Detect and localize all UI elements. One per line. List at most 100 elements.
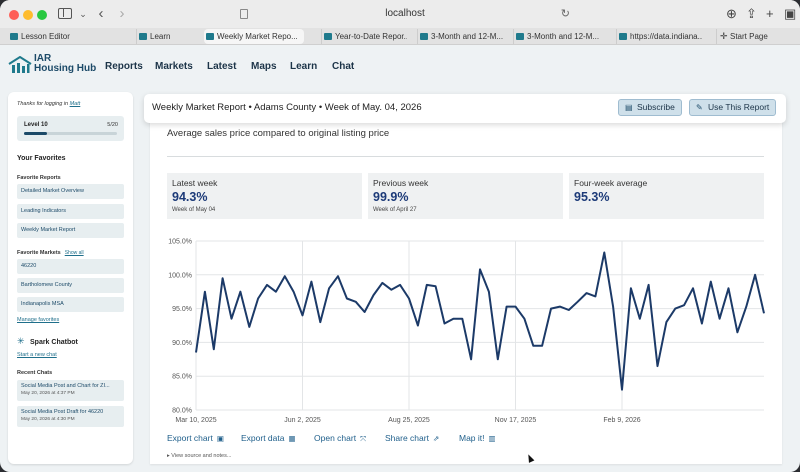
nav-chat[interactable]: Chat — [332, 61, 355, 72]
address-bar[interactable]: localhost ↻ — [240, 5, 570, 23]
view-source-label: View source and notes... — [171, 453, 232, 459]
new-tab-icon[interactable]: + — [766, 6, 774, 21]
manage-favorites-link[interactable]: Manage favorites — [17, 317, 60, 323]
chat-date: May 20, 2026 at 4:30 PM — [21, 417, 75, 422]
table-icon: ▦ — [288, 434, 296, 443]
stat-card-previous: Previous week 99.9% Week of April 27 — [368, 173, 563, 219]
start-page-icon: ✛ — [720, 31, 728, 41]
report-header-bar: Weekly Market Report • Adams County • We… — [144, 94, 786, 123]
minimize-window-button[interactable] — [23, 10, 33, 20]
subscribe-label: Subscribe — [637, 102, 675, 112]
sidebar-toggle-icon[interactable] — [55, 5, 77, 23]
stat-card-latest: Latest week 94.3% Week of May 04 — [167, 173, 362, 219]
y-tick-label: 90.0% — [172, 340, 192, 347]
map-it-button[interactable]: Map it! ▥ — [459, 433, 496, 443]
chatbot-heading: Spark Chatbot — [30, 339, 78, 346]
share-chart-button[interactable]: Share chart ⇗ — [385, 433, 439, 443]
share-icon[interactable]: ⇪ — [746, 6, 757, 21]
tab-start-page[interactable]: ✛ Start Page — [716, 29, 796, 44]
back-button[interactable]: ‹ — [98, 5, 104, 22]
stat-label: Latest week — [172, 178, 218, 188]
favorite-report-item[interactable]: Detailed Market Overview — [17, 184, 124, 199]
stat-label: Previous week — [373, 178, 429, 188]
open-chart-button[interactable]: Open chart ⤧ — [314, 433, 366, 444]
share-chart-label: Share chart — [385, 433, 429, 443]
tab-lesson-editor[interactable]: Lesson Editor — [8, 29, 126, 44]
nav-markets[interactable]: Markets — [155, 61, 193, 72]
logo-text[interactable]: IAR Housing Hub — [34, 54, 96, 74]
downloads-icon[interactable]: ⊕ — [726, 6, 737, 21]
tab-label: 3-Month and 12-M... — [527, 32, 599, 41]
nav-reports[interactable]: Reports — [105, 61, 143, 72]
house-logo-icon[interactable] — [8, 56, 32, 74]
map-icon: ▥ — [488, 434, 496, 443]
stat-value: 99.9% — [373, 190, 409, 204]
level-label: Level 10 — [24, 122, 48, 128]
chart-subtitle: Average sales price compared to original… — [167, 128, 390, 139]
favorite-market-item[interactable]: Bartholomew County — [17, 278, 124, 293]
view-source-toggle[interactable]: ▸ View source and notes... — [167, 453, 232, 459]
divider — [167, 156, 764, 157]
tab-strip: Lesson Editor Learn Weekly Market Repo..… — [0, 28, 800, 45]
y-tick-label: 95.0% — [172, 306, 192, 313]
nav-learn[interactable]: Learn — [290, 61, 318, 72]
user-link[interactable]: Matt — [69, 101, 81, 107]
subscribe-button[interactable]: ▤ Subscribe — [618, 99, 682, 116]
tab-label: Learn — [150, 32, 171, 41]
tab-learn[interactable]: Learn — [136, 29, 200, 44]
stat-card-average: Four-week average 95.3% — [569, 173, 764, 219]
x-tick-label: Jun 2, 2025 — [284, 417, 321, 424]
series-line — [195, 251, 765, 391]
export-chart-label: Export chart — [167, 433, 213, 443]
nav-maps[interactable]: Maps — [251, 61, 277, 72]
nav-latest[interactable]: Latest — [207, 61, 237, 72]
line-chart[interactable]: 80.0% 85.0% 90.0% 95.0% 100.0% 105.0% Mar 10, … — [164, 235, 784, 427]
zoom-window-button[interactable] — [37, 10, 47, 20]
favorite-report-item[interactable]: Weekly Market Report — [17, 223, 124, 238]
tab-favicon-icon — [516, 33, 524, 40]
forward-button[interactable]: › — [119, 5, 125, 22]
show-all-link[interactable]: Show all — [64, 250, 84, 256]
tab-year-to-date[interactable]: Year-to-Date Repor... — [321, 29, 407, 44]
tab-favicon-icon — [420, 33, 428, 40]
report-panel: Average sales price compared to original… — [150, 120, 782, 464]
export-chart-button[interactable]: Export chart ▣ — [167, 433, 224, 443]
tab-label: Weekly Market Repo... — [217, 32, 298, 41]
level-count: 5/20 — [107, 122, 118, 128]
recent-chat-item[interactable]: Social Media Post Draft for 46220 May 20… — [17, 406, 124, 427]
welcome-message: Thanks for logging in Matt — [17, 101, 80, 107]
y-tick-label: 80.0% — [172, 408, 192, 415]
new-chat-link[interactable]: Start a new chat — [17, 352, 57, 358]
stat-value: 95.3% — [574, 190, 610, 204]
tab-3-month-a[interactable]: 3-Month and 12-M... — [417, 29, 503, 44]
tab-data-indiana[interactable]: https://data.indiana... — [616, 29, 702, 44]
y-tick-label: 105.0% — [168, 239, 192, 246]
chat-date: May 20, 2026 at 4:37 PM — [21, 391, 75, 396]
use-this-report-button[interactable]: ✎ Use This Report — [689, 99, 777, 116]
reload-icon[interactable]: ↻ — [560, 8, 570, 20]
tab-favicon-icon — [324, 33, 332, 40]
favorite-reports-heading: Favorite Reports — [17, 175, 61, 181]
recent-chat-item[interactable]: Social Media Post and Chart for ZI... Ma… — [17, 380, 124, 401]
tab-3-month-b[interactable]: 3-Month and 12-M... — [513, 29, 599, 44]
tab-favicon-icon — [206, 33, 214, 40]
tab-weekly-market-report[interactable]: Weekly Market Repo... — [204, 29, 304, 44]
favorites-heading: Your Favorites — [17, 155, 66, 162]
favorite-market-item[interactable]: 46220 — [17, 259, 124, 274]
close-window-button[interactable] — [9, 10, 19, 20]
stat-subtext: Week of May 04 — [172, 207, 216, 213]
tab-overview-icon[interactable]: ▣ — [784, 6, 797, 21]
logo-line2: Housing Hub — [34, 63, 97, 74]
chevron-down-icon[interactable]: ⌄ — [79, 9, 87, 19]
favorite-markets-heading: Favorite Markets Show all — [17, 250, 84, 256]
stat-value: 94.3% — [172, 190, 208, 204]
favorite-market-item[interactable]: Indianapolis MSA — [17, 297, 124, 312]
export-data-button[interactable]: Export data ▦ — [241, 433, 296, 443]
tab-label: Start Page — [730, 32, 768, 41]
share-icon: ⇗ — [432, 434, 440, 443]
y-tick-label: 85.0% — [172, 374, 192, 381]
favorite-report-item[interactable]: Leading Indicators — [17, 204, 124, 219]
magic-wand-icon: ✎ — [696, 103, 703, 112]
report-title: Weekly Market Report • Adams County • We… — [152, 102, 422, 113]
